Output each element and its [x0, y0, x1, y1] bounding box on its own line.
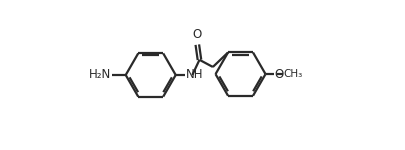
Text: CH₃: CH₃	[284, 69, 303, 79]
Text: H₂N: H₂N	[90, 69, 112, 81]
Text: O: O	[193, 28, 202, 41]
Text: NH: NH	[185, 69, 203, 81]
Text: O: O	[274, 68, 283, 81]
